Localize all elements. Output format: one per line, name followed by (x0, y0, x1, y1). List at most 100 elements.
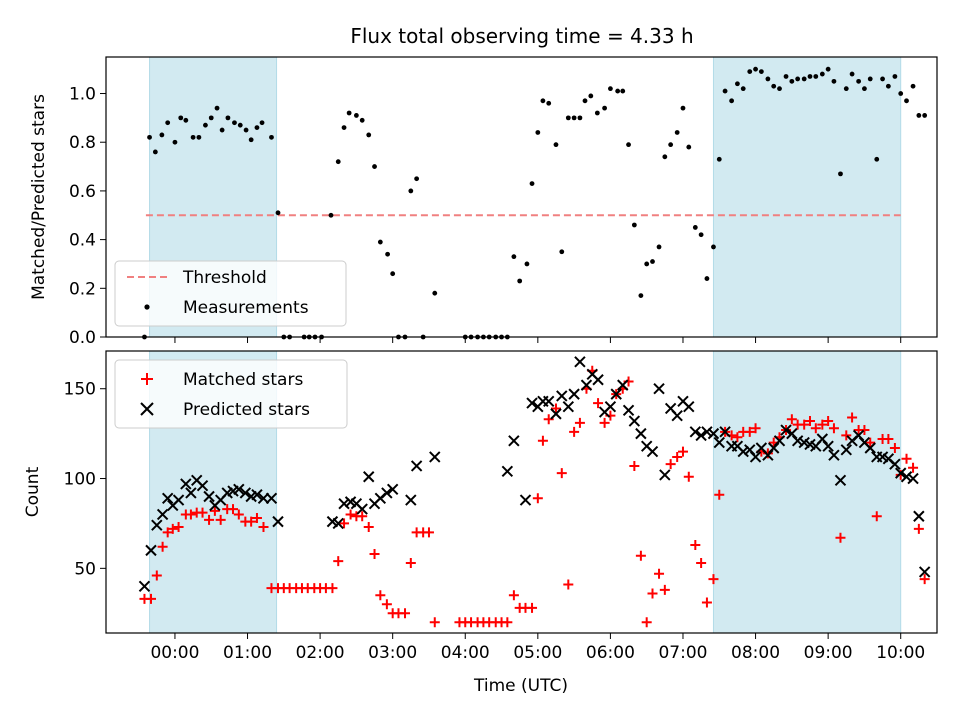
bottom-predicted-stars-point (635, 427, 647, 440)
top-measurements-point (711, 244, 716, 250)
bottom-matched-stars-point (865, 437, 876, 448)
bottom-predicted-stars-point (180, 478, 192, 490)
top-measurements-point (529, 181, 535, 187)
top-measurements-point (172, 139, 178, 145)
bottom-matched-stars-point (677, 446, 688, 457)
bottom-matched-stars-point (841, 430, 852, 441)
bottom-matched-stars-point (369, 548, 380, 559)
bottom-matched-stars-point (381, 599, 392, 610)
bottom-matched-stars-point (883, 434, 894, 445)
bottom-predicted-stars-point (707, 427, 720, 440)
top-measurements-point (232, 120, 237, 126)
top-measurements-point (819, 71, 825, 77)
top-measurements-point (825, 66, 831, 72)
bottom-predicted-stars-point (580, 379, 593, 391)
bottom-predicted-stars-point (151, 519, 163, 531)
x-axis-label: Time (UTC) (473, 676, 568, 696)
bottom-matched-stars-point (859, 425, 870, 436)
bottom-matched-stars-point (593, 398, 604, 409)
bottom-matched-stars-point (508, 590, 519, 601)
top-measurements-point (874, 156, 880, 162)
top-measurements-point (638, 293, 644, 299)
legend-bottom: Matched stars Predicted stars (114, 359, 348, 429)
x-tick-label: 02:00 (296, 643, 345, 663)
top-measurements-point (165, 120, 171, 126)
bottom-matched-stars-point (635, 550, 646, 561)
bottom-matched-stars-point (659, 584, 670, 595)
bottom-predicted-stars-point (381, 487, 393, 499)
bottom-matched-stars-point (799, 419, 810, 430)
bottom-predicted-stars-point (780, 424, 792, 436)
bottom-matched-stars-point (173, 522, 184, 533)
bottom-predicted-stars-point (689, 426, 702, 438)
bottom-matched-stars-point (233, 509, 244, 520)
top-measurements-point (765, 76, 771, 82)
legend-threshold-label: Threshold (182, 268, 267, 288)
bottom-matched-stars-point (714, 489, 725, 500)
bottom-predicted-stars-point (519, 494, 532, 506)
bottom-predicted-stars-point (172, 494, 185, 506)
top-measurements-point (716, 156, 722, 162)
bottom-matched-stars-point (744, 426, 755, 437)
bottom-matched-stars-point (537, 435, 548, 446)
legend-top-frame (114, 260, 347, 327)
top-measurements-point (910, 83, 916, 89)
bottom-matched-stars-point (151, 570, 162, 581)
top-measurements-point (414, 176, 420, 182)
bottom-predicted-stars-point (156, 508, 169, 521)
top-measurements-point (608, 86, 613, 92)
bottom-matched-stars-point (345, 509, 356, 520)
bottom-predicted-stars-point (773, 435, 786, 447)
top-y-tick-label: 0.6 (69, 182, 96, 202)
top-measurements-point (704, 276, 710, 281)
bottom-predicted-stars-point (272, 515, 284, 528)
bottom-y-tick-label: 150 (64, 380, 96, 400)
top-shaded-interval (712, 56, 902, 338)
bottom-matched-stars-point (246, 516, 257, 527)
bottom-matched-stars-point (333, 556, 344, 567)
top-measurements-point (372, 164, 377, 169)
top-axes-frame (105, 56, 938, 338)
bottom-predicted-stars-point (410, 460, 423, 472)
top-measurements-point (269, 134, 274, 140)
bottom-predicted-stars-point (501, 465, 514, 478)
bottom-matched-stars-point (357, 511, 368, 522)
bottom-matched-stars-point (786, 414, 797, 425)
bottom-predicted-stars-point (405, 494, 417, 506)
bottom-matched-stars-point (701, 597, 712, 608)
bottom-predicted-stars-point (338, 497, 350, 510)
top-measurements-point (867, 76, 873, 82)
top-measurements-point (838, 171, 843, 177)
bottom-matched-stars-point (550, 403, 561, 414)
bottom-predicted-stars-point (737, 445, 749, 458)
bottom-predicted-stars-point (386, 483, 399, 496)
top-measurements-point (594, 110, 600, 116)
bottom-predicted-stars-point (791, 435, 804, 447)
bottom-matched-stars-point (750, 423, 761, 434)
top-measurements-point (203, 122, 208, 128)
top-measurements-point (789, 78, 795, 84)
top-measurements-point (183, 117, 189, 123)
top-measurements-point (753, 66, 758, 72)
bottom-predicted-stars-point (356, 503, 368, 515)
top-measurements-point (341, 125, 347, 131)
bottom-matched-stars-point (696, 557, 707, 568)
top-measurements-point (582, 98, 588, 104)
bottom-predicted-stars-point (429, 451, 441, 463)
top-measurements-point (524, 261, 530, 267)
bottom-matched-stars-point (563, 579, 574, 590)
top-measurements-point (692, 225, 698, 230)
top-y-tick-label: 0.8 (69, 133, 96, 153)
bottom-predicted-stars-point (864, 442, 876, 454)
top-measurements-point (615, 88, 621, 94)
legend-predicted-swatch (140, 402, 154, 416)
top-measurements-point (771, 83, 777, 89)
top-measurements-point (225, 115, 231, 121)
bottom-y-axis-label: Count (23, 466, 43, 517)
bottom-matched-stars-point (204, 514, 215, 525)
bottom-matched-stars-point (762, 448, 773, 459)
top-panel: 0.0 0.2 0.4 0.6 0.8 1.0 (69, 56, 938, 348)
top-measurements-point (831, 78, 837, 84)
top-measurements-point (408, 188, 414, 194)
bottom-matched-stars-point (400, 608, 411, 619)
